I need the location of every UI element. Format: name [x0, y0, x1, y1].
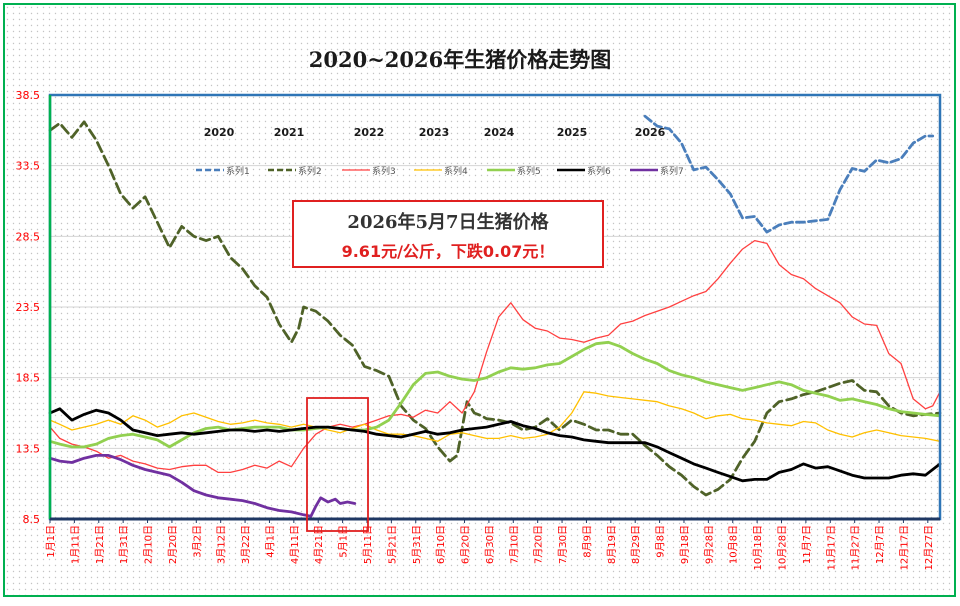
x-tick-label: 6月10日 [435, 525, 447, 564]
x-tick-label: 1月21日 [94, 525, 106, 564]
x-tick-label: 8月29日 [630, 525, 642, 564]
y-tick-label: 38.5 [16, 89, 41, 102]
legend: 系列1 系列2 系列3 系列4 系列5 系列6 系列7 [196, 165, 684, 177]
legend-label: 系列6 [587, 165, 611, 177]
x-tick-label: 8月19日 [606, 525, 618, 564]
year-label: 2021 [274, 126, 305, 139]
year-label: 2022 [354, 126, 385, 139]
x-tick-label: 4月11日 [289, 525, 301, 564]
x-tick-label: 9月18日 [679, 525, 691, 564]
legend-label: 系列4 [444, 165, 468, 177]
x-tick-label: 9月28日 [703, 525, 715, 564]
year-labels: 2020 2021 2022 2023 2024 2025 2026 [204, 126, 666, 139]
y-ticks: 38.5 33.5 28.5 23.5 18.5 13.5 8.5 [16, 89, 41, 526]
x-tick-label: 1月1日 [45, 525, 57, 558]
x-tick-label: 7月30日 [557, 525, 569, 564]
highlight-box [306, 397, 369, 532]
y-tick-label: 23.5 [16, 301, 41, 314]
y-tick-label: 18.5 [16, 372, 41, 385]
x-tick-label: 10月28日 [777, 525, 789, 570]
x-tick-label: 12月27日 [923, 525, 935, 570]
legend-label: 系列1 [226, 165, 250, 177]
x-tick-label: 6月20日 [460, 525, 472, 564]
x-tick-label: 10月8日 [728, 525, 740, 564]
year-label: 2023 [419, 126, 450, 139]
x-tick-label: 6月30日 [484, 525, 496, 564]
x-tick-label: 5月31日 [411, 525, 423, 564]
series-line-7 [48, 454, 357, 518]
y-tick-label: 33.5 [16, 160, 41, 173]
x-tick-label: 9月8日 [655, 525, 667, 558]
x-tick-label: 2月10日 [143, 525, 155, 564]
x-tick-label: 3月12日 [216, 525, 228, 564]
y-tick-label: 8.5 [23, 513, 41, 526]
x-tick-label: 11月17日 [825, 525, 837, 570]
annotation-detail: 9.61元/公斤，下跌0.07元！ [342, 242, 555, 261]
series-line-5 [48, 340, 942, 449]
x-ticks: 1月1日 1月11日 1月21日 1月31日 2月10日 2月20日 3月2日 3月12日 3月… [45, 519, 935, 570]
x-tick-label: 5月11日 [362, 525, 374, 564]
x-tick-label: 7月20日 [533, 525, 545, 564]
x-tick-label: 4月21日 [313, 525, 325, 564]
y-tick-label: 28.5 [16, 230, 41, 243]
legend-label: 系列2 [298, 165, 322, 177]
year-label: 2020 [204, 126, 235, 139]
annotation-box [292, 200, 604, 268]
series-line-1 [643, 114, 935, 234]
series-line-2 [48, 120, 942, 497]
series-line-4 [49, 391, 941, 442]
series-line-6 [48, 407, 942, 483]
x-tick-label: 12月17日 [898, 525, 910, 570]
x-tick-label: 10月18日 [752, 525, 764, 570]
x-tick-label: 1月31日 [118, 525, 130, 564]
chart-title: 2020~2026年生猪价格走势图 [309, 47, 612, 72]
y-tick-label: 13.5 [16, 442, 41, 455]
x-tick-label: 3月22日 [240, 525, 252, 564]
x-tick-label: 5月1日 [338, 525, 350, 558]
x-tick-label: 4月1日 [264, 525, 276, 558]
x-tick-label: 8月9日 [581, 525, 593, 558]
x-tick-label: 2月20日 [167, 525, 179, 564]
x-tick-label: 3月2日 [191, 525, 203, 558]
series-layer [48, 114, 942, 518]
chart-outer-border [3, 3, 956, 597]
year-label: 2026 [635, 126, 666, 139]
x-tick-label: 11月27日 [850, 525, 862, 570]
series-line-3 [49, 239, 941, 474]
x-tick-label: 1月11日 [69, 525, 81, 564]
annotation-headline: 2026年5月7日生猪价格 [347, 211, 549, 233]
x-tick-label: 7月10日 [508, 525, 520, 564]
legend-label: 系列5 [517, 165, 541, 177]
x-tick-label: 12月7日 [874, 525, 886, 564]
year-label: 2025 [557, 126, 588, 139]
year-label: 2024 [484, 126, 515, 139]
x-tick-label: 11月7日 [801, 525, 813, 564]
legend-label: 系列7 [660, 165, 684, 177]
x-tick-label: 5月21日 [386, 525, 398, 564]
legend-label: 系列3 [372, 165, 396, 177]
